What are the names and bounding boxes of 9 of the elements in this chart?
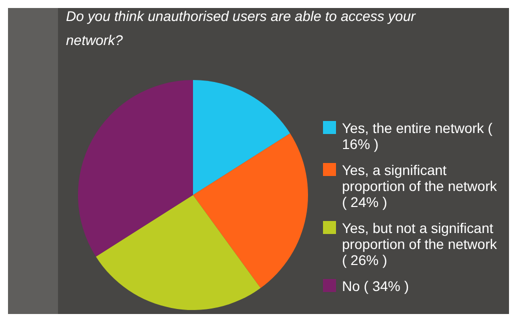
chart-title: Do you think unauthorised users are able to access your network? [66, 7, 417, 50]
pie-slice [78, 80, 193, 257]
legend-label: No ( 34% ) [342, 278, 409, 294]
legend-label: Yes, a significant proportion of the network ( 24% ) [342, 162, 498, 210]
pie-slice [193, 80, 290, 195]
legend-label: Yes, but not a significant proportion of the network ( 26% ) [342, 220, 498, 268]
pie-slice [193, 133, 308, 288]
legend-label: Yes, the entire network ( 16% ) [342, 120, 494, 152]
pie-slice [96, 195, 261, 310]
